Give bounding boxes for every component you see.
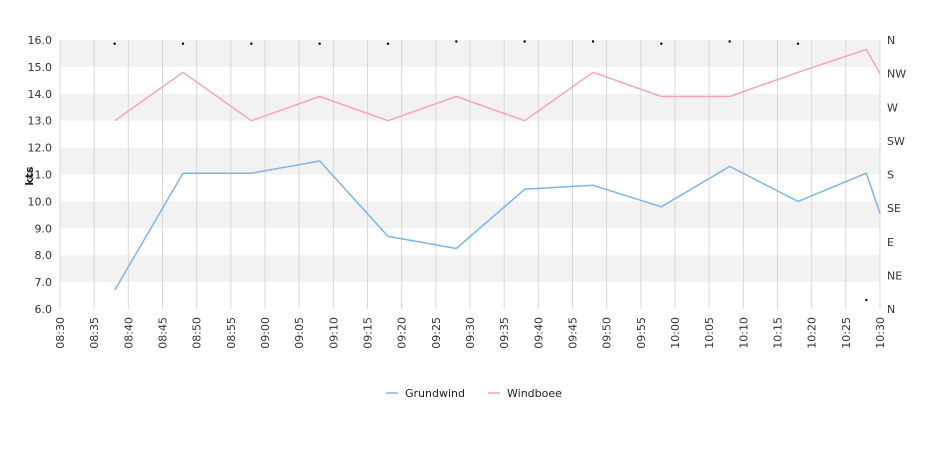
x-tick-label: 10:25	[840, 317, 853, 349]
legend-label: Windboee	[507, 387, 562, 400]
x-tick-label: 09:15	[362, 317, 375, 349]
y-tick-label: 11.0	[28, 169, 53, 182]
y-tick-label: 15.0	[28, 61, 53, 74]
y-tick-label: 14.0	[28, 88, 53, 101]
y-tick-label: 13.0	[28, 115, 53, 128]
y-tick-label: 6.0	[35, 303, 53, 316]
x-tick-label: 09:25	[430, 317, 443, 349]
direction-marker	[865, 298, 868, 302]
y-tick-label: 7.0	[35, 276, 53, 289]
x-tick-label: 08:40	[122, 317, 135, 349]
series-line-grundwind	[114, 160, 881, 291]
x-tick-label: 10:00	[669, 317, 682, 349]
direction-marker	[455, 40, 458, 43]
x-tick-label: 08:50	[191, 317, 204, 349]
x-tick-label: 09:00	[259, 317, 272, 349]
x-tick-label: 08:45	[157, 317, 170, 349]
x-tick-label: 10:10	[737, 317, 750, 349]
direction-marker	[318, 42, 321, 45]
direction-label: SE	[887, 202, 901, 215]
direction-marker	[591, 40, 595, 43]
legend-label: Grundwind	[405, 387, 465, 400]
direction-label: E	[887, 236, 894, 249]
y-tick-label: 16.0	[28, 34, 53, 47]
direction-marker	[250, 42, 253, 45]
direction-marker	[181, 42, 185, 45]
y-axis-title: kts	[23, 166, 36, 186]
direction-label: N	[887, 34, 895, 47]
x-tick-label: 09:50	[601, 317, 614, 349]
x-axis-ticks: 08:30 08:35 08:40 08:45 08:50 08:55 09:00 09:05…	[54, 317, 887, 349]
series-lines	[114, 48, 881, 291]
x-tick-label: 10:20	[806, 317, 819, 349]
direction-label: W	[887, 101, 898, 114]
direction-marker	[660, 42, 663, 45]
direction-label: SW	[887, 135, 905, 148]
direction-marker	[728, 40, 731, 43]
direction-label: NW	[887, 68, 906, 81]
direction-marker	[113, 42, 116, 45]
direction-marker	[796, 42, 800, 45]
x-tick-label: 09:35	[498, 317, 511, 349]
x-tick-label: 08:30	[54, 317, 67, 349]
x-tick-label: 09:30	[464, 317, 477, 349]
direction-marker	[386, 42, 390, 45]
x-tick-label: 09:55	[635, 317, 648, 349]
y-tick-label: 9.0	[35, 222, 53, 235]
x-tick-label: 08:55	[225, 317, 238, 349]
series-line-windboee	[114, 48, 881, 122]
direction-axis-ticks: N NW W SW S SE E NE N	[887, 34, 906, 316]
direction-label: S	[887, 169, 894, 182]
vertical-gridlines	[59, 40, 881, 309]
direction-marker	[523, 40, 526, 43]
x-tick-label: 09:05	[293, 317, 306, 349]
y-tick-label: 8.0	[35, 249, 53, 262]
direction-markers	[113, 40, 868, 302]
x-tick-label: 09:40	[532, 317, 545, 349]
y-axis-ticks: 6.0 7.0 8.0 9.0 10.0 11.0 12.0 13.0 14.0 15.0 16.0	[28, 34, 53, 316]
x-tick-label: 09:10	[327, 317, 340, 349]
x-tick-label: 09:45	[567, 317, 580, 349]
legend[interactable]: Grundwind Windboee	[386, 387, 562, 400]
y-tick-label: 12.0	[28, 142, 53, 155]
x-tick-label: 10:15	[772, 317, 785, 349]
x-tick-label: 10:30	[874, 317, 887, 349]
x-tick-label: 09:20	[396, 317, 409, 349]
direction-label: NE	[887, 269, 902, 282]
x-tick-label: 10:05	[703, 317, 716, 349]
y-tick-label: 10.0	[28, 195, 53, 208]
direction-label: N	[887, 303, 895, 316]
x-tick-label: 08:35	[88, 317, 101, 349]
